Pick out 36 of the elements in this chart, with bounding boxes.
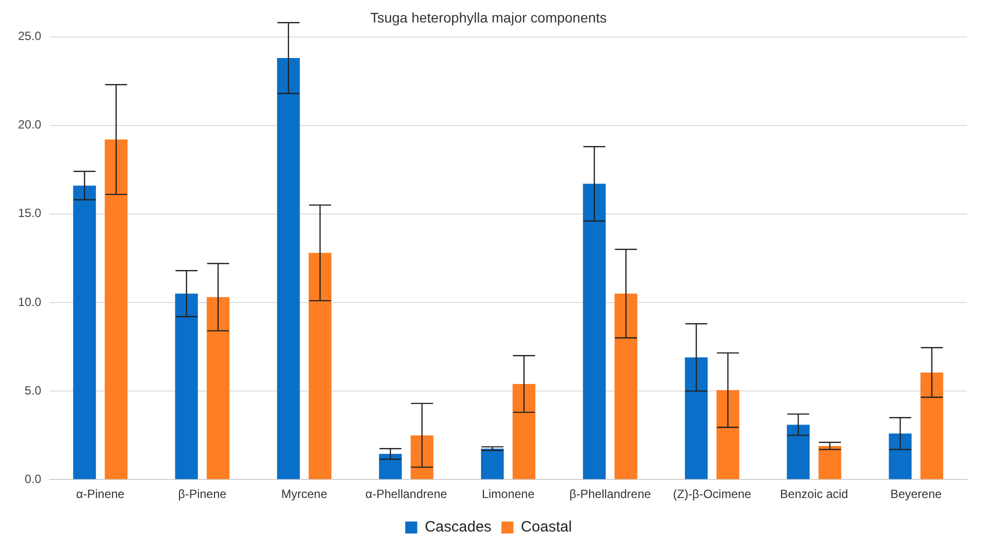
y-tick-label: 15.0 — [18, 206, 42, 220]
x-tick-label: β-Pinene — [178, 487, 227, 502]
bar — [379, 454, 402, 480]
bar — [175, 294, 198, 480]
x-tick-label: Beyerene — [890, 487, 942, 502]
bar — [920, 372, 944, 480]
bar — [786, 424, 810, 480]
bar — [582, 184, 606, 480]
bar — [104, 140, 128, 480]
bar — [410, 435, 434, 480]
bar — [73, 186, 96, 480]
bar — [888, 434, 912, 480]
x-tick-label: α-Pinene — [76, 487, 125, 502]
bar — [206, 297, 230, 480]
bar — [614, 294, 638, 480]
y-tick-label: 10.0 — [18, 294, 42, 309]
bar — [480, 448, 504, 480]
bar — [818, 446, 842, 480]
bar — [512, 384, 536, 480]
legend-label: Coastal — [520, 518, 572, 536]
bar — [684, 357, 708, 480]
y-tick-label: 0.0 — [24, 472, 42, 486]
x-tick-label: Limonene — [482, 487, 535, 502]
chart-title: Tsuga heterophylla major components — [370, 9, 607, 26]
x-tick-label: α-Phellandrene — [365, 487, 448, 502]
bar — [308, 252, 332, 480]
x-tick-label: Benzoic acid — [780, 487, 848, 502]
bar — [716, 390, 740, 480]
x-tick-label: (Z)-β-Ocimene — [672, 487, 752, 502]
y-tick-label: 5.0 — [24, 383, 42, 398]
x-tick-label: Myrcene — [281, 487, 328, 502]
x-tick-label: β-Phellandrene — [569, 487, 652, 502]
bar — [277, 58, 300, 480]
y-tick-label: 20.0 — [18, 118, 42, 132]
y-tick-label: 25.0 — [18, 29, 42, 44]
legend-label: Cascades — [424, 518, 492, 536]
